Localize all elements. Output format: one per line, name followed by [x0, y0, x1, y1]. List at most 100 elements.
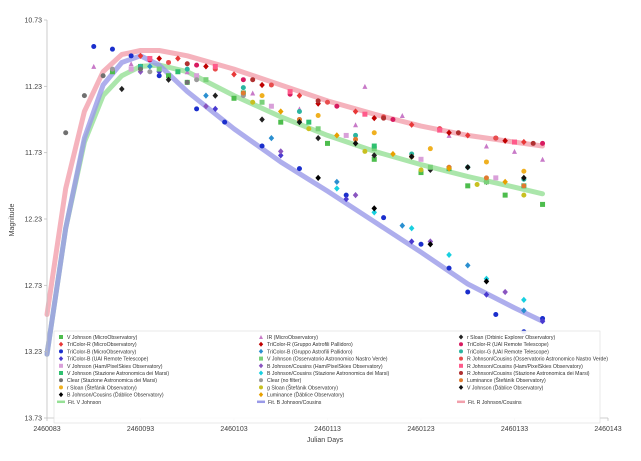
x-tick-label: 2460123	[407, 426, 434, 433]
data-point	[353, 136, 359, 142]
legend-label: TriColor-R (Gruppo Astrofili Pallidoro)	[267, 342, 353, 348]
data-point	[212, 92, 219, 99]
legend-label: R Johnson/Cousins (Osservatorio Astronom…	[467, 357, 608, 363]
legend-marker	[59, 385, 63, 390]
data-point	[315, 134, 321, 142]
legend-label: r Sloan (Orbinic Explorer Observatory)	[467, 335, 555, 341]
legend: V Johnson (MicroObservatory) IR (MicroObs…	[53, 330, 608, 424]
data-point	[296, 119, 303, 126]
data-point	[315, 113, 321, 119]
data-point	[540, 201, 546, 207]
data-point	[502, 192, 508, 198]
legend-label: R Johnson/Cousins (Stazione Astronomica …	[467, 371, 590, 377]
data-point	[521, 168, 527, 174]
data-points	[63, 44, 546, 335]
legend-marker	[59, 363, 63, 368]
data-point	[147, 55, 153, 61]
data-point	[194, 62, 200, 68]
y-tick-label: 12.73	[24, 283, 42, 290]
data-point	[194, 73, 200, 79]
data-point	[315, 174, 321, 181]
data-point	[334, 185, 340, 192]
data-point	[277, 148, 284, 155]
legend-label: R Johnson/Cousins (Ham/PixelSkies Observ…	[467, 364, 583, 370]
x-tick-label: 2460103	[220, 426, 247, 433]
data-point	[240, 90, 246, 96]
data-point	[353, 122, 359, 128]
legend-marker	[459, 349, 463, 354]
legend-label: r Sloan (Štefánik Observatory)	[67, 384, 137, 391]
data-point	[109, 69, 115, 75]
data-point	[156, 55, 162, 62]
data-point	[408, 238, 415, 245]
data-point	[493, 312, 499, 318]
data-point	[352, 108, 359, 115]
data-point	[334, 103, 340, 109]
series-12	[128, 66, 499, 181]
data-point	[427, 241, 434, 248]
data-point	[203, 63, 209, 70]
data-point	[408, 153, 415, 160]
data-point	[128, 66, 134, 72]
legend-marker	[258, 363, 264, 369]
data-point	[446, 165, 452, 172]
data-point	[259, 81, 265, 89]
data-point	[418, 241, 424, 247]
legend-label: TriColor-R (UAI Remote Telescope)	[467, 342, 549, 348]
data-point	[306, 126, 312, 132]
series-3	[137, 52, 527, 146]
data-point	[390, 117, 396, 122]
legend-marker	[58, 341, 64, 347]
data-point	[259, 99, 265, 105]
x-tick-label: 2460113	[314, 426, 341, 433]
data-point	[166, 73, 172, 79]
data-point	[194, 77, 200, 83]
y-tick-label: 10.73	[24, 18, 42, 25]
data-point	[175, 55, 181, 62]
legend-marker	[458, 334, 464, 340]
data-point	[343, 132, 349, 138]
legend-label: Clear (Stazione Astronomica dei Marsi)	[67, 378, 157, 384]
data-point	[483, 159, 489, 165]
legend-marker	[259, 335, 263, 339]
data-point	[287, 89, 293, 95]
data-point	[325, 99, 330, 105]
legend-marker	[59, 371, 63, 375]
data-point	[109, 66, 115, 72]
legend-marker	[258, 341, 264, 347]
data-point	[128, 53, 134, 59]
legend-box	[53, 330, 601, 424]
legend-marker	[259, 356, 263, 361]
data-point	[222, 119, 228, 125]
legend-label: TriColor-G (UAI Remote Telescope)	[467, 349, 549, 355]
data-point	[352, 191, 359, 199]
data-point	[259, 93, 265, 99]
y-tick-label: 11.73	[25, 150, 42, 157]
legend-marker	[459, 342, 463, 347]
data-point	[119, 85, 125, 93]
data-point	[296, 92, 303, 99]
data-point	[483, 179, 489, 185]
data-point	[464, 132, 471, 139]
data-point	[371, 205, 378, 212]
series-21	[259, 93, 527, 174]
data-point	[212, 63, 218, 69]
data-point	[184, 66, 190, 72]
data-point	[465, 183, 471, 189]
series-14	[147, 55, 517, 145]
data-point	[521, 174, 527, 181]
data-point	[418, 156, 424, 162]
y-tick-label: 13.73	[24, 416, 42, 423]
data-point	[362, 111, 368, 117]
data-point	[371, 115, 378, 122]
data-point	[259, 143, 265, 149]
data-point	[399, 222, 406, 229]
legend-marker	[458, 384, 464, 390]
data-point	[464, 164, 471, 171]
legend-label: V Johnson (MicroObservatory)	[67, 335, 138, 341]
legend-label: IR (MicroObservatory)	[267, 335, 318, 341]
fit-curve	[44, 53, 545, 357]
data-point	[250, 77, 256, 83]
data-point	[277, 108, 284, 115]
